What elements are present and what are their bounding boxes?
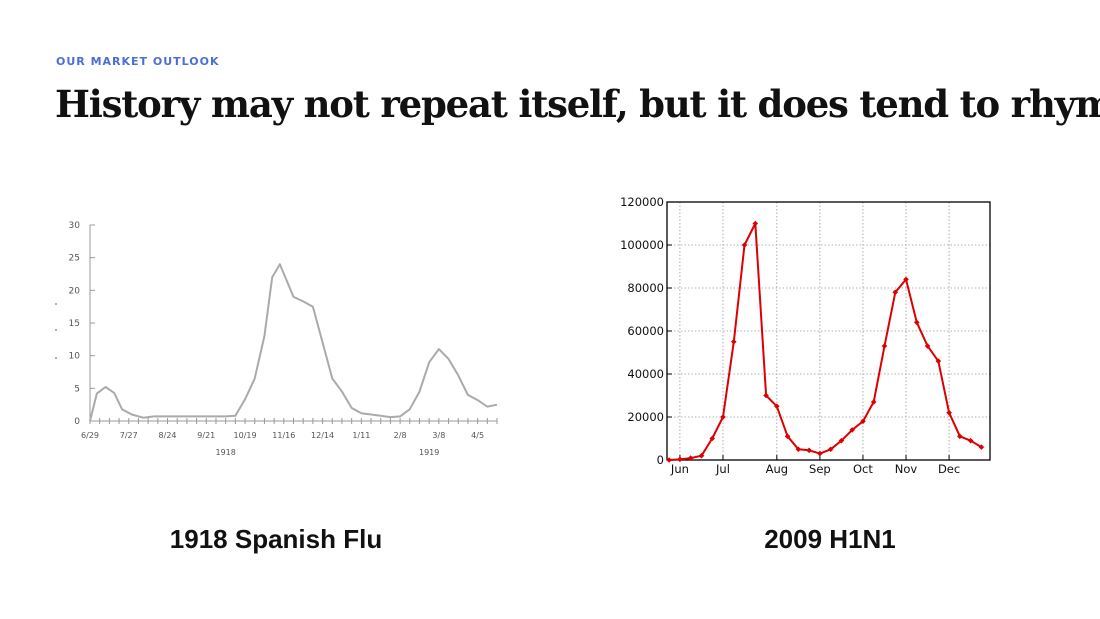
data-point xyxy=(752,220,759,227)
x-tick-label: 2/8 xyxy=(394,431,407,440)
y-tick-label: 15 xyxy=(69,319,80,329)
data-point xyxy=(838,437,845,444)
x-tick-label: 10/19 xyxy=(234,431,257,440)
y-tick-label: 40000 xyxy=(627,367,664,381)
data-point xyxy=(741,242,748,248)
y-tick-label: 20 xyxy=(69,286,81,296)
year-label: 1918 xyxy=(215,448,235,457)
spanish-flu-caption: 1918 Spanish Flu xyxy=(169,524,383,554)
data-point xyxy=(795,446,802,453)
x-tick-label: Oct xyxy=(853,462,873,476)
x-tick-label: 3/8 xyxy=(432,431,445,440)
h1n1-caption: 2009 H1N1 xyxy=(764,524,896,554)
spanish-flu-chart: 0 5 10 15 20 25 30 6/29 7/27 8/24 9/21 10/19 11/16 12… xyxy=(55,221,498,457)
y-tick-label: 5 xyxy=(74,384,80,394)
y-tick-label: 100000 xyxy=(620,238,664,252)
y-tick-label: 10 xyxy=(69,352,81,362)
series-line xyxy=(89,263,498,422)
y-tick-label: 0 xyxy=(74,417,80,427)
y-tick-label: 30 xyxy=(69,221,81,231)
edge-mark xyxy=(55,357,57,359)
x-tick-label: 12/14 xyxy=(311,431,334,440)
data-point xyxy=(892,289,899,296)
data-point xyxy=(946,409,952,416)
data-point xyxy=(817,450,823,457)
x-tick-label: Sep xyxy=(809,462,831,476)
plot-frame xyxy=(666,201,991,461)
data-point xyxy=(709,435,716,442)
data-point xyxy=(677,456,683,463)
data-point xyxy=(957,433,963,440)
edge-mark xyxy=(55,303,57,305)
x-tick-label: 9/21 xyxy=(197,431,215,440)
x-tick-label: 6/29 xyxy=(81,431,99,440)
x-tick-label: 7/27 xyxy=(120,431,138,440)
data-point xyxy=(913,319,920,326)
data-point xyxy=(774,403,780,410)
data-point xyxy=(698,452,705,459)
data-point xyxy=(935,358,942,364)
x-tick-label: Jul xyxy=(715,462,730,476)
data-point xyxy=(860,418,866,425)
eyebrow-label: OUR MARKET OUTLOOK xyxy=(56,55,220,68)
edge-mark xyxy=(55,329,57,331)
x-tick-label: 8/24 xyxy=(159,431,177,440)
y-tick-label: 0 xyxy=(657,453,664,467)
h1n1-chart: 0 20000 40000 60000 80000 100000 120000 Jun Jul A… xyxy=(620,195,991,476)
x-tick-label: Nov xyxy=(895,462,918,476)
data-point xyxy=(881,343,888,349)
slide-headline: History may not repeat itself, but it do… xyxy=(55,82,1100,126)
y-tick-label: 120000 xyxy=(620,195,664,209)
year-label: 1919 xyxy=(419,448,439,457)
x-tick-label: 1/11 xyxy=(352,431,370,440)
y-tick-label: 60000 xyxy=(627,324,664,338)
y-tick-label: 80000 xyxy=(627,281,664,295)
x-tick-label: Jun xyxy=(670,462,689,476)
data-point xyxy=(720,414,726,420)
y-tick-label: 20000 xyxy=(627,410,664,424)
data-point xyxy=(849,427,855,433)
y-tick-label: 25 xyxy=(69,254,80,264)
data-point xyxy=(806,447,812,454)
data-point xyxy=(967,437,974,444)
x-tick-label: 4/5 xyxy=(471,431,484,440)
data-point xyxy=(870,399,877,405)
data-point xyxy=(730,338,737,345)
series-line xyxy=(669,222,982,461)
data-point xyxy=(687,455,694,461)
x-tick-label: Dec xyxy=(938,462,960,476)
data-point xyxy=(763,392,769,399)
data-point xyxy=(827,446,834,453)
data-point xyxy=(924,343,931,349)
data-point xyxy=(978,444,985,450)
x-tick-label: Aug xyxy=(766,462,788,476)
x-tick-label: 11/16 xyxy=(272,431,295,440)
